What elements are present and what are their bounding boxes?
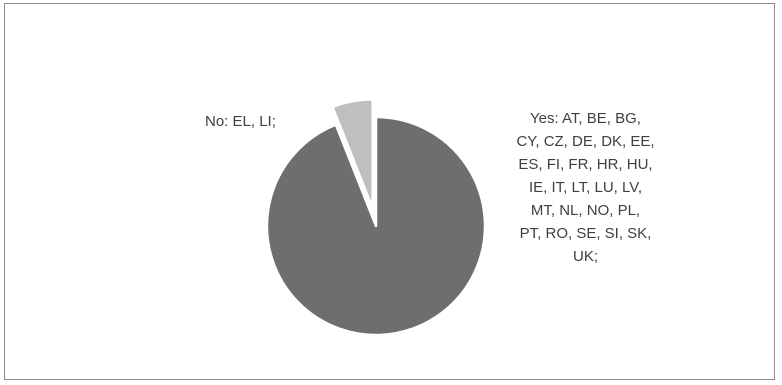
data-label-yes: Yes: AT, BE, BG, CY, CZ, DE, DK, EE, ES,… [516,110,655,265]
pie-slice-no [331,98,374,210]
pie-slice-yes [265,115,487,337]
data-label-no: No: EL, LI; [205,113,276,130]
